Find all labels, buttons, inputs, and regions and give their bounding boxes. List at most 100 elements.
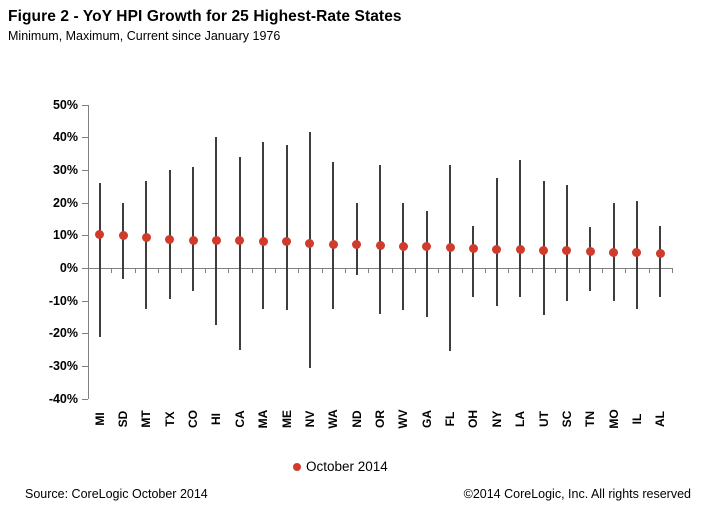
x-axis-label: FL bbox=[443, 411, 458, 427]
category-tick bbox=[134, 268, 136, 273]
y-axis-line bbox=[88, 104, 89, 399]
y-axis-tick bbox=[82, 398, 88, 400]
y-axis-label: 20% bbox=[52, 195, 78, 210]
category-tick bbox=[391, 268, 393, 273]
range-line bbox=[589, 227, 592, 291]
current-value-dot bbox=[305, 238, 315, 248]
category-tick bbox=[508, 268, 510, 273]
x-axis-label: TN bbox=[583, 411, 598, 427]
y-axis-label: 40% bbox=[52, 130, 78, 145]
category-tick bbox=[672, 268, 673, 273]
range-line bbox=[565, 184, 568, 301]
category-tick bbox=[461, 268, 463, 273]
y-axis-label: 10% bbox=[52, 228, 78, 243]
current-value-dot bbox=[282, 237, 292, 247]
x-axis-label: MI bbox=[92, 412, 107, 426]
source-note: Source: CoreLogic October 2014 bbox=[25, 487, 208, 501]
category-tick bbox=[274, 268, 276, 273]
range-line bbox=[379, 165, 381, 314]
category-tick bbox=[415, 268, 417, 273]
category-tick bbox=[88, 268, 89, 273]
current-value-dot bbox=[655, 249, 665, 259]
x-axis-label: NY bbox=[489, 410, 504, 428]
category-tick bbox=[344, 268, 346, 273]
x-axis-label: OH bbox=[466, 410, 481, 428]
range-line bbox=[145, 181, 148, 309]
x-axis-label: WV bbox=[396, 409, 411, 429]
x-axis-label: SD bbox=[116, 410, 131, 428]
x-axis-label: WA bbox=[326, 409, 341, 429]
y-axis-tick bbox=[82, 202, 88, 204]
x-axis-label: IL bbox=[629, 413, 644, 425]
current-value-dot bbox=[188, 235, 198, 245]
category-tick bbox=[204, 268, 206, 273]
y-axis-tick bbox=[82, 169, 88, 171]
x-axis-label: ME bbox=[279, 410, 294, 428]
current-value-dot bbox=[95, 230, 105, 240]
current-value-dot bbox=[352, 239, 362, 249]
current-value-dot bbox=[118, 230, 128, 240]
range-line bbox=[659, 225, 662, 298]
category-tick bbox=[601, 268, 603, 273]
x-axis-label: MO bbox=[606, 409, 621, 429]
x-axis-label: GA bbox=[419, 410, 434, 428]
range-line bbox=[332, 161, 335, 309]
current-value-dot bbox=[515, 245, 525, 255]
current-value-dot bbox=[562, 246, 572, 256]
current-value-dot bbox=[445, 242, 455, 252]
y-axis-label: -10% bbox=[48, 293, 78, 308]
category-tick bbox=[251, 268, 253, 273]
category-tick bbox=[648, 268, 650, 273]
range-line bbox=[402, 202, 405, 311]
category-tick bbox=[485, 268, 487, 273]
range-line bbox=[495, 178, 498, 306]
x-axis-label: OR bbox=[373, 410, 387, 428]
y-axis-label: 50% bbox=[52, 97, 78, 112]
category-tick bbox=[368, 268, 370, 273]
y-axis-tick bbox=[82, 137, 88, 139]
current-value-dot bbox=[141, 233, 151, 243]
y-axis-label: -40% bbox=[48, 391, 78, 406]
category-tick bbox=[555, 268, 557, 273]
category-tick bbox=[111, 268, 113, 273]
x-axis-label: SC bbox=[559, 410, 574, 428]
y-axis-tick bbox=[82, 300, 88, 302]
chart-legend: October 2014 bbox=[293, 459, 388, 474]
chart-title: Figure 2 - YoY HPI Growth for 25 Highest… bbox=[8, 8, 402, 25]
range-line bbox=[308, 132, 311, 368]
chart-subtitle: Minimum, Maximum, Current since January … bbox=[8, 29, 281, 43]
x-axis-label: NV bbox=[302, 410, 317, 428]
current-value-dot bbox=[492, 244, 502, 254]
range-line bbox=[98, 183, 101, 337]
current-value-dot bbox=[398, 241, 408, 251]
range-line bbox=[238, 156, 241, 350]
range-line bbox=[262, 142, 265, 309]
range-line bbox=[519, 160, 522, 298]
y-axis-tick bbox=[82, 366, 88, 367]
y-axis-label: -30% bbox=[48, 359, 78, 373]
category-tick bbox=[625, 268, 627, 273]
y-axis-tick bbox=[82, 104, 88, 106]
category-tick bbox=[578, 268, 580, 273]
legend-label: October 2014 bbox=[306, 459, 388, 474]
y-axis-tick bbox=[82, 268, 88, 269]
x-axis-label: MA bbox=[256, 409, 271, 429]
range-line bbox=[192, 166, 195, 291]
range-line bbox=[285, 145, 288, 311]
x-axis-label: CO bbox=[186, 410, 201, 428]
category-tick bbox=[228, 268, 230, 273]
range-line bbox=[355, 202, 358, 275]
x-axis-label: CA bbox=[232, 410, 247, 428]
range-line bbox=[168, 169, 171, 300]
x-axis-label: ND bbox=[349, 410, 364, 428]
category-tick bbox=[531, 268, 533, 273]
current-value-dot bbox=[585, 246, 595, 256]
current-value-dot bbox=[632, 248, 642, 258]
current-value-dot bbox=[468, 243, 478, 253]
current-value-dot bbox=[211, 236, 221, 246]
current-value-dot bbox=[375, 240, 385, 250]
current-value-dot bbox=[422, 241, 432, 251]
x-axis-label: LA bbox=[513, 411, 528, 427]
current-value-dot bbox=[328, 239, 338, 249]
